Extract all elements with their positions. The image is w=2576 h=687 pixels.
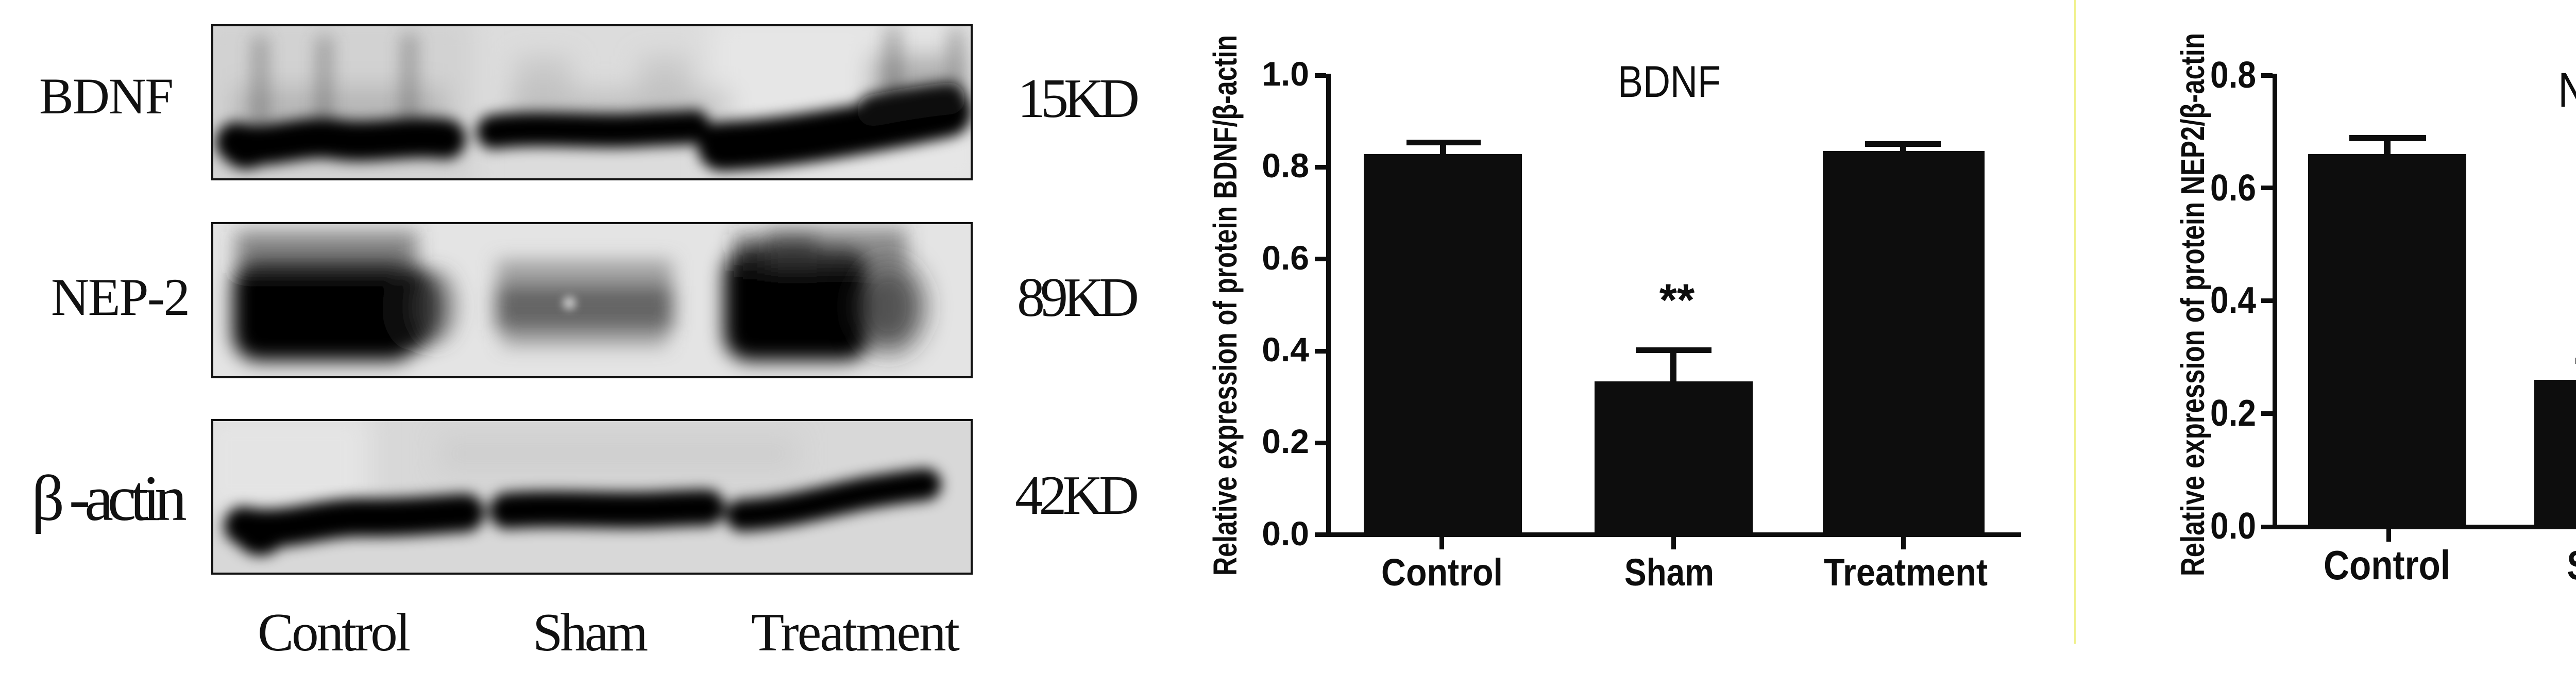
- svg-text:NEP-2: NEP-2: [51, 268, 190, 327]
- svg-text:Sham: Sham: [2567, 542, 2576, 588]
- svg-text:89KD: 89KD: [1017, 267, 1139, 328]
- svg-text:Treatment: Treatment: [751, 602, 960, 662]
- svg-text:Sham: Sham: [533, 602, 648, 662]
- svg-text:Relative expression of protein: Relative expression of protein BDNF/β-ac…: [1207, 35, 1244, 576]
- svg-text:Relative expression of protein: Relative expression of protein NEP2/β-ac…: [2174, 33, 2211, 576]
- svg-text:0.0: 0.0: [1262, 514, 1309, 552]
- svg-text:0.2: 0.2: [1262, 422, 1309, 460]
- svg-text:0.4: 0.4: [1262, 330, 1309, 368]
- svg-text:0.4: 0.4: [2210, 280, 2256, 321]
- svg-text:0.2: 0.2: [2210, 393, 2256, 434]
- svg-text:Control: Control: [2324, 542, 2450, 588]
- svg-text:BDNF: BDNF: [1618, 57, 1721, 107]
- svg-text:Sham: Sham: [1624, 551, 1714, 594]
- svg-text:Control: Control: [1381, 551, 1503, 594]
- svg-text:Treatment: Treatment: [1824, 551, 1988, 594]
- svg-text:0.6: 0.6: [1262, 239, 1309, 277]
- svg-text:BDNF: BDNF: [39, 68, 174, 125]
- svg-text:0.0: 0.0: [2210, 506, 2256, 547]
- svg-text:0.8: 0.8: [2210, 55, 2256, 96]
- svg-text:0.6: 0.6: [2210, 167, 2256, 209]
- svg-text:β -actin: β -actin: [31, 463, 187, 534]
- svg-text:0.8: 0.8: [1262, 146, 1309, 185]
- svg-text:NEP-2: NEP-2: [2558, 63, 2576, 118]
- svg-text:**: **: [1659, 274, 1695, 325]
- svg-text:1.0: 1.0: [1262, 55, 1309, 93]
- svg-text:42KD: 42KD: [1015, 465, 1139, 526]
- svg-text:15KD: 15KD: [1018, 68, 1140, 129]
- svg-text:Control: Control: [258, 602, 411, 662]
